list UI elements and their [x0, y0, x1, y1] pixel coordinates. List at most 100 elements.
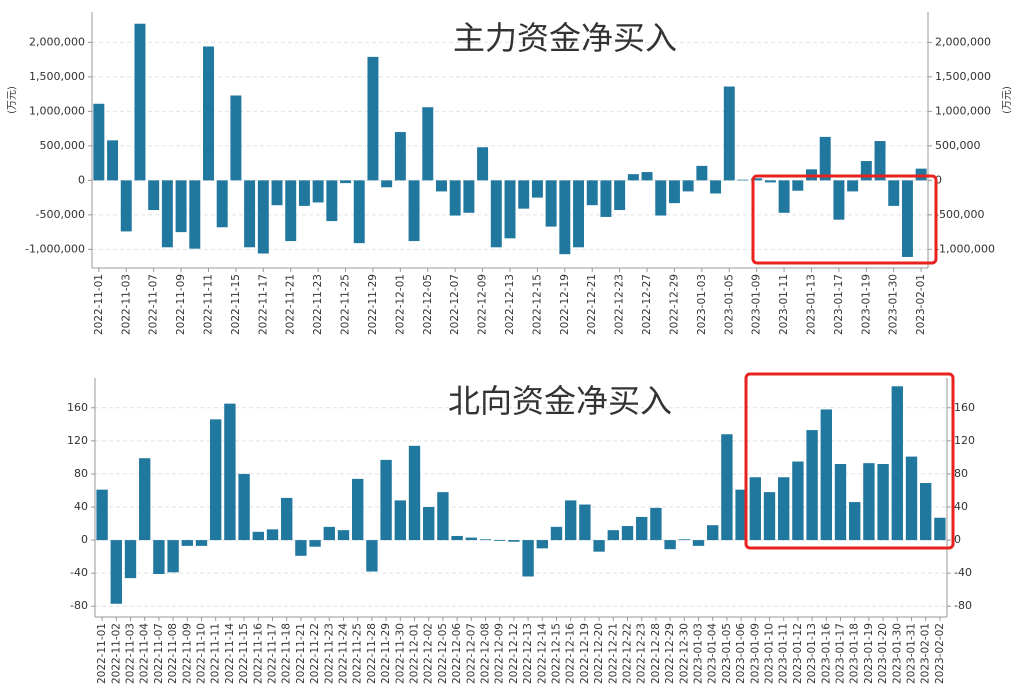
x-tick-label: 2022-12-09 — [477, 274, 489, 335]
bar — [295, 540, 307, 556]
y-tick-label: 0 — [81, 533, 88, 546]
bar — [621, 526, 634, 541]
bar — [124, 540, 137, 579]
bar — [271, 180, 283, 206]
x-tick-label: 2022-12-02 — [423, 623, 435, 684]
x-tick-label: 2022-11-23 — [312, 274, 324, 335]
x-tick-label: 2023-01-30 — [888, 274, 900, 335]
bar — [422, 107, 434, 181]
x-tick-label: 2022-11-21 — [295, 623, 307, 684]
bar — [559, 180, 571, 255]
x-tick-label: 2022-12-06 — [451, 623, 463, 684]
y-tick-label: 2,000,000 — [29, 35, 85, 48]
bar — [463, 180, 475, 213]
x-tick-label: 2023-01-31 — [906, 623, 918, 684]
bar — [107, 140, 119, 181]
bar — [692, 540, 705, 546]
bar — [678, 539, 690, 541]
bar — [167, 540, 179, 573]
bar — [408, 445, 421, 541]
highlight-box — [744, 372, 955, 550]
y2-tick-label: 40 — [954, 500, 968, 513]
y2-tick-label: 160 — [954, 401, 975, 414]
bar — [849, 502, 861, 541]
bar — [189, 180, 201, 249]
bar — [860, 161, 872, 181]
x-tick-label: 2022-11-15 — [238, 623, 250, 684]
bar — [96, 489, 108, 541]
x-tick-label: 2022-11-01 — [96, 623, 108, 684]
bar — [792, 180, 804, 191]
bar — [536, 540, 548, 549]
x-tick-label: 2023-01-16 — [820, 623, 832, 684]
bar — [614, 180, 626, 211]
x-tick-label: 2022-11-28 — [366, 623, 378, 684]
x-tick-label: 2022-11-21 — [285, 274, 297, 335]
bar — [134, 23, 146, 181]
x-tick-label: 2022-11-09 — [175, 274, 187, 335]
x-tick-label: 2023-01-11 — [778, 623, 790, 684]
bar — [565, 500, 577, 541]
x-tick-label: 2023-01-04 — [707, 623, 719, 684]
x-tick-label: 2022-12-29 — [668, 274, 680, 335]
y-tick-label: 1,500,000 — [29, 70, 85, 83]
x-tick-label: 2022-11-01 — [93, 274, 105, 335]
x-tick-label: 2023-01-05 — [723, 274, 735, 335]
bar — [593, 540, 605, 552]
x-tick-label: 2023-01-12 — [792, 623, 804, 684]
bar — [641, 172, 653, 181]
bar — [737, 179, 749, 181]
bar — [366, 540, 378, 572]
x-tick-label: 2022-11-07 — [148, 274, 160, 335]
x-tick-label: 2022-11-04 — [139, 623, 151, 684]
bar — [778, 477, 790, 541]
y-tick-label: 1,000,000 — [29, 104, 85, 117]
chart-title: 北向资金净买入 — [448, 382, 672, 420]
bar — [435, 180, 447, 192]
highlight-box — [751, 174, 938, 265]
bar — [550, 526, 563, 541]
x-tick-label: 2022-12-21 — [586, 274, 598, 335]
x-tick-label: 2023-01-10 — [764, 623, 776, 684]
bar — [723, 86, 735, 181]
bar — [573, 180, 585, 248]
bar — [668, 180, 680, 204]
x-tick-label: 2023-01-20 — [877, 623, 889, 684]
bar — [494, 540, 506, 541]
x-tick-label: 2022-11-11 — [202, 274, 214, 335]
x-tick-label: 2022-11-15 — [230, 274, 242, 335]
bar — [203, 46, 214, 181]
bar — [545, 180, 557, 227]
bar — [696, 165, 708, 181]
bar — [792, 461, 804, 541]
bar — [224, 403, 236, 541]
x-tick-label: 2022-12-28 — [650, 623, 662, 684]
y2-tick-label: 500,000 — [935, 139, 981, 152]
x-tick-label: 2022-12-14 — [536, 623, 548, 684]
bar — [763, 492, 776, 541]
y2-tick-label: 80 — [954, 467, 968, 480]
x-tick-label: 2023-01-06 — [735, 623, 747, 684]
y2-tick-label: -40 — [954, 566, 972, 579]
y2-tick-label: 2,000,000 — [935, 35, 991, 48]
bar — [905, 456, 918, 541]
x-tick-label: 2022-12-13 — [504, 274, 516, 335]
y-tick-label: 500,000 — [40, 139, 86, 152]
bar — [93, 103, 105, 181]
bar — [721, 434, 733, 541]
bar — [394, 132, 406, 181]
bar — [244, 180, 256, 248]
bar — [504, 180, 516, 239]
x-tick-label: 2022-12-05 — [437, 623, 449, 684]
x-tick-label: 2022-11-24 — [338, 623, 350, 684]
x-tick-label: 2023-02-02 — [934, 623, 946, 684]
y-tick-label: 160 — [67, 401, 88, 414]
bar — [353, 180, 365, 244]
bar — [806, 430, 818, 541]
bar — [874, 141, 886, 181]
x-tick-label: 2022-11-17 — [257, 274, 269, 335]
bar — [477, 147, 489, 181]
bar — [380, 459, 392, 541]
x-tick-label: 2023-01-18 — [849, 623, 861, 684]
